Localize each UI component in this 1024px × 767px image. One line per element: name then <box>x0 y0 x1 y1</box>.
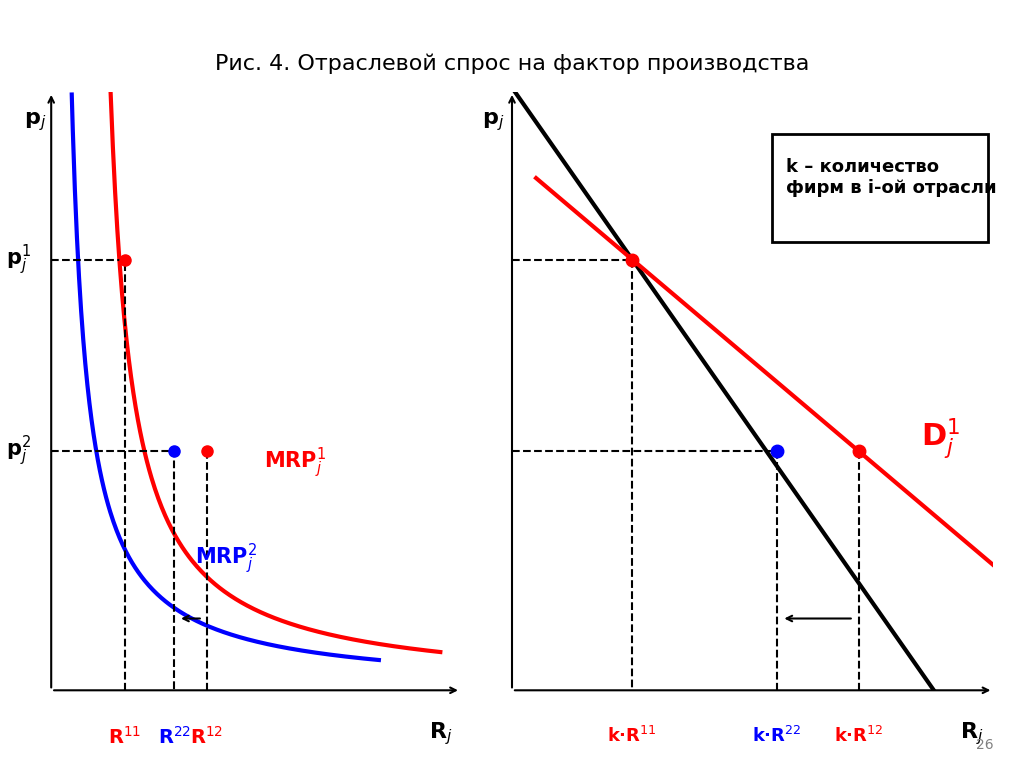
Text: 26: 26 <box>976 738 993 752</box>
Text: R$^{12}$: R$^{12}$ <box>190 726 223 748</box>
Text: MRP$_j^2$: MRP$_j^2$ <box>195 542 257 576</box>
Text: R$^{11}$: R$^{11}$ <box>109 726 141 748</box>
Text: k – количество
фирм в i-ой отрасли: k – количество фирм в i-ой отрасли <box>786 158 997 196</box>
Text: D$_j^2$: D$_j^2$ <box>801 141 840 186</box>
Text: R$_j$: R$_j$ <box>961 720 984 747</box>
Text: k·R$^{11}$: k·R$^{11}$ <box>607 726 657 746</box>
Text: MRP$_j^1$: MRP$_j^1$ <box>264 446 327 480</box>
Text: p$_j$: p$_j$ <box>24 110 46 133</box>
Text: k·R$^{22}$: k·R$^{22}$ <box>752 726 802 746</box>
Text: R$^{22}$: R$^{22}$ <box>158 726 190 748</box>
Text: p$_j$: p$_j$ <box>481 110 504 133</box>
Text: R$_j$: R$_j$ <box>429 720 453 747</box>
Text: p$_j^2$: p$_j^2$ <box>6 434 31 468</box>
Text: Рис. 4. Отраслевой спрос на фактор производства: Рис. 4. Отраслевой спрос на фактор произ… <box>215 54 809 74</box>
Text: p$_j^1$: p$_j^1$ <box>6 242 31 277</box>
Text: D$_j^1$: D$_j^1$ <box>922 416 961 462</box>
Text: k·R$^{12}$: k·R$^{12}$ <box>834 726 884 746</box>
FancyBboxPatch shape <box>772 134 988 242</box>
